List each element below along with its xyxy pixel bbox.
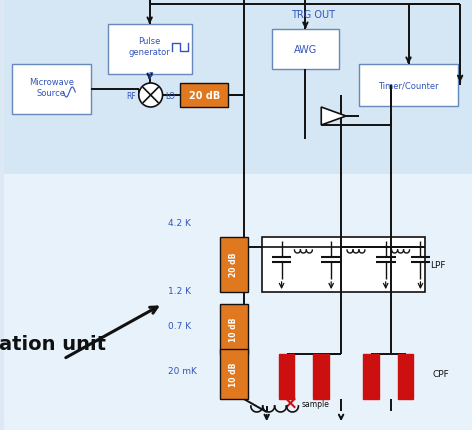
Polygon shape <box>321 108 346 126</box>
Text: Pulse
generator: Pulse generator <box>129 37 170 57</box>
Text: IF: IF <box>147 72 154 81</box>
Text: 0.7 K: 0.7 K <box>168 321 191 330</box>
Text: Timer/Counter: Timer/Counter <box>378 81 439 90</box>
Text: 20 dB: 20 dB <box>189 91 220 101</box>
Text: 1.2 K: 1.2 K <box>168 286 191 295</box>
Text: 20 dB: 20 dB <box>229 252 238 276</box>
Bar <box>278 354 295 399</box>
Bar <box>359 65 458 107</box>
Bar <box>220 349 248 399</box>
Text: ation unit: ation unit <box>0 335 106 354</box>
Text: Microwave
Source: Microwave Source <box>29 78 74 98</box>
Text: TRG OUT: TRG OUT <box>292 10 336 20</box>
Text: 10 dB: 10 dB <box>229 317 238 341</box>
Bar <box>272 30 339 70</box>
Text: 10 dB: 10 dB <box>229 362 238 386</box>
Text: sample: sample <box>302 399 329 408</box>
Text: LO: LO <box>166 91 176 100</box>
Circle shape <box>139 84 162 108</box>
Bar <box>313 354 329 399</box>
Text: 4.2 K: 4.2 K <box>168 218 190 227</box>
Bar <box>220 237 248 292</box>
Bar <box>262 237 425 292</box>
Text: AWG: AWG <box>294 45 317 55</box>
Text: CPF: CPF <box>432 370 449 379</box>
Bar <box>397 354 413 399</box>
Bar <box>4 175 472 430</box>
Text: 20 mK: 20 mK <box>168 366 196 375</box>
Text: RF: RF <box>126 91 136 100</box>
Text: LPF: LPF <box>430 261 446 269</box>
Bar <box>363 354 379 399</box>
Bar <box>4 0 472 175</box>
Bar <box>12 65 91 115</box>
Bar <box>180 84 228 108</box>
Bar <box>160 191 448 411</box>
Bar <box>220 304 248 354</box>
Bar <box>108 25 192 75</box>
